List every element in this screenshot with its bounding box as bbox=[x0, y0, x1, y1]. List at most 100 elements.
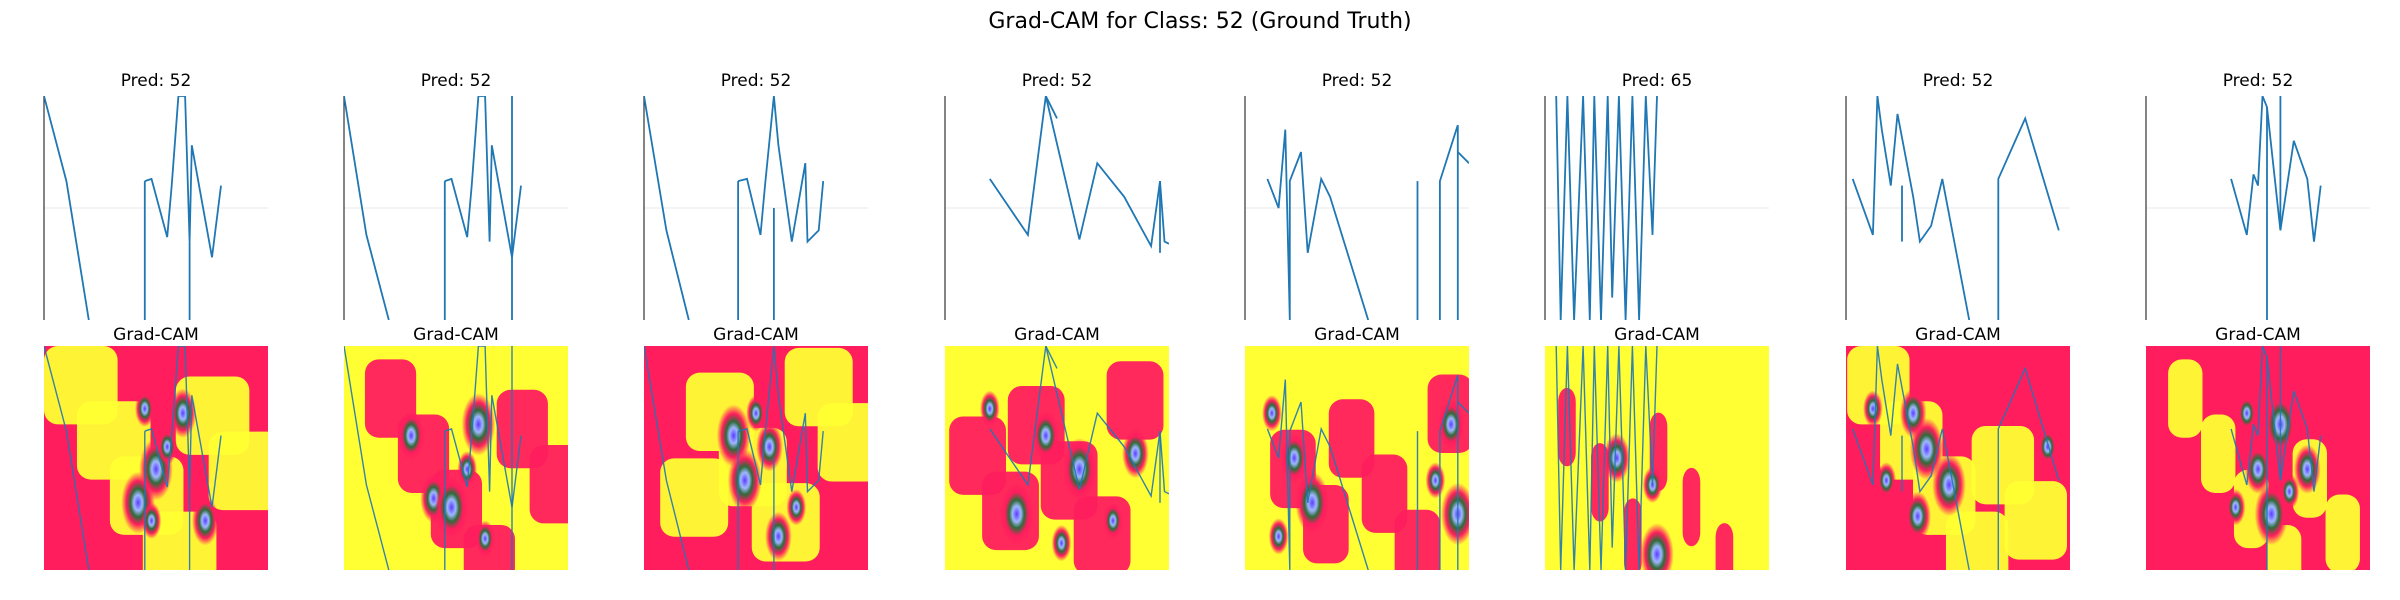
activation-blob bbox=[1863, 390, 1883, 427]
overlay-line bbox=[1852, 346, 1970, 570]
line-series bbox=[1555, 96, 1658, 320]
pred-title: Pred: 52 bbox=[2223, 71, 2294, 91]
gradcam-title: Grad-CAM bbox=[713, 325, 799, 345]
activation-blob bbox=[169, 388, 197, 438]
overlay-line bbox=[344, 346, 390, 570]
overlay-line bbox=[444, 346, 522, 508]
gradcam-title: Grad-CAM bbox=[1314, 325, 1400, 345]
heatmap-region bbox=[1328, 399, 1375, 478]
panel-4: Pred: 52 Grad-CAM bbox=[944, 71, 1169, 570]
activation-blob bbox=[434, 476, 469, 539]
gradcam-title: Grad-CAM bbox=[2215, 325, 2301, 345]
line-series bbox=[1851, 96, 2060, 320]
activation-blob bbox=[457, 451, 478, 488]
activation-blob bbox=[786, 489, 807, 526]
gradcam-heatmap bbox=[1245, 346, 1469, 570]
activation-blob bbox=[191, 496, 219, 546]
activation-blob bbox=[1909, 417, 1944, 481]
activation-blob bbox=[1876, 462, 1897, 499]
series-line bbox=[1457, 151, 1469, 164]
activation-blob bbox=[716, 404, 751, 467]
activation-blob bbox=[1603, 433, 1630, 483]
heatmap-region bbox=[529, 445, 568, 524]
series-line bbox=[1555, 96, 1658, 320]
line-series bbox=[644, 96, 825, 320]
pred-title: Pred: 52 bbox=[1022, 71, 1093, 91]
activation-blob bbox=[1932, 453, 1966, 517]
heatmap-region bbox=[1715, 523, 1734, 570]
activation-blob bbox=[980, 390, 1000, 427]
heatmap-region bbox=[2201, 414, 2236, 493]
activation-blob bbox=[1051, 524, 1072, 562]
line-series bbox=[1266, 124, 1469, 320]
activation-blob bbox=[1262, 395, 1282, 432]
series-line bbox=[1044, 96, 1058, 119]
series-line bbox=[44, 96, 90, 320]
activation-blob bbox=[397, 410, 425, 461]
activation-blob bbox=[1268, 518, 1289, 555]
line-series bbox=[989, 96, 1169, 253]
activation-blob bbox=[1062, 438, 1097, 501]
overlay-line bbox=[1439, 374, 1459, 570]
series-line bbox=[1439, 124, 1459, 320]
overlay-line bbox=[1555, 346, 1658, 570]
series-line bbox=[989, 96, 1169, 249]
series-line bbox=[737, 96, 825, 244]
overlay-line bbox=[1997, 366, 2060, 570]
overlay-line bbox=[644, 346, 690, 570]
activation-blob bbox=[2293, 444, 2321, 494]
series-line bbox=[1997, 115, 2060, 320]
activation-blob bbox=[1032, 410, 1060, 461]
activation-blob bbox=[1103, 502, 1123, 539]
overlay-line bbox=[1457, 401, 1469, 414]
overlay-line bbox=[1266, 379, 1369, 570]
gradcam-heatmap bbox=[644, 346, 868, 570]
gradcam-heatmap bbox=[1545, 346, 1769, 570]
heatmap-region bbox=[2325, 494, 2360, 570]
gradcam-title: Grad-CAM bbox=[1614, 325, 1700, 345]
pred-title: Pred: 52 bbox=[121, 71, 192, 91]
activation-blob bbox=[1441, 482, 1469, 546]
activation-blob bbox=[1904, 491, 1931, 541]
activation-blob bbox=[756, 422, 783, 472]
pred-title: Pred: 52 bbox=[1923, 71, 1994, 91]
heatmap-region bbox=[817, 403, 868, 482]
panel-5: Pred: 52 Grad-CAM bbox=[1244, 71, 1469, 570]
gradcam-heatmap bbox=[2146, 346, 2370, 570]
activation-blob bbox=[475, 520, 495, 557]
panel-6: Pred: 65 Grad-CAM bbox=[1544, 71, 1769, 570]
activation-blob bbox=[1295, 471, 1329, 534]
overlay-line bbox=[44, 346, 90, 570]
overlay-line bbox=[1045, 346, 1058, 369]
activation-blob bbox=[2244, 444, 2272, 494]
heatmap-region bbox=[1106, 361, 1164, 440]
activation-blob bbox=[999, 482, 1034, 546]
gradcam-title: Grad-CAM bbox=[1915, 325, 2001, 345]
activation-blob bbox=[141, 502, 162, 539]
overlay-line bbox=[989, 346, 1169, 499]
pred-title: Pred: 52 bbox=[421, 71, 492, 91]
activation-blob bbox=[135, 390, 155, 427]
gradcam-title: Grad-CAM bbox=[113, 325, 199, 345]
gradcam-heatmap bbox=[945, 346, 1169, 570]
panels: Pred: 52 Grad-CAM Pred: 52 Grad-CAM Pred: 52… bbox=[43, 71, 2370, 570]
activation-blob bbox=[1425, 462, 1446, 499]
figure-title: Grad-CAM for Class: 52 (Ground Truth) bbox=[988, 9, 1411, 34]
series-line bbox=[644, 96, 690, 320]
heatmap-region bbox=[2168, 359, 2203, 438]
gradcam-heatmap bbox=[1846, 346, 2070, 570]
pred-title: Pred: 52 bbox=[1322, 71, 1393, 91]
series-line bbox=[1266, 129, 1370, 320]
activation-blob bbox=[2254, 482, 2289, 546]
pred-title: Pred: 52 bbox=[721, 71, 792, 91]
line-series bbox=[2230, 96, 2322, 320]
panel-7: Pred: 52 Grad-CAM bbox=[1845, 71, 2070, 570]
line-series bbox=[344, 96, 522, 320]
activation-blob bbox=[2037, 428, 2058, 465]
panel-2: Pred: 52 Grad-CAM bbox=[343, 71, 568, 570]
heatmap-region bbox=[2004, 481, 2068, 560]
activation-blob bbox=[1122, 428, 1149, 479]
series-line bbox=[344, 96, 390, 320]
gradcam-heatmap bbox=[344, 346, 568, 570]
